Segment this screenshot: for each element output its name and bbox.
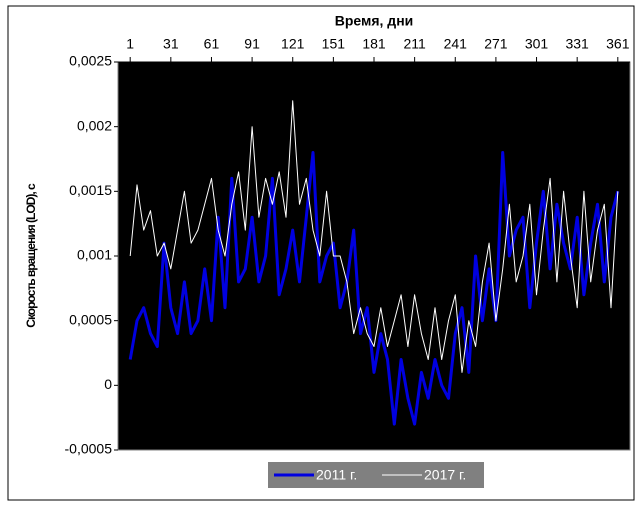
x-tick-label: 91 bbox=[244, 36, 260, 52]
y-tick-label: 0,002 bbox=[77, 117, 112, 133]
y-tick-label: 0,0025 bbox=[69, 53, 112, 69]
plot-area bbox=[117, 61, 631, 451]
x-tick-label: 361 bbox=[606, 36, 630, 52]
y-axis-title: Скорость вращения (LOD), с bbox=[24, 183, 38, 328]
x-tick-label: 181 bbox=[362, 36, 386, 52]
series-line bbox=[128, 151, 620, 426]
y-tick-label: 0,001 bbox=[77, 247, 112, 263]
x-tick-label: 61 bbox=[204, 36, 220, 52]
y-tick-label: 0 bbox=[104, 376, 112, 392]
y-tick-label: 0,0005 bbox=[69, 311, 112, 327]
y-tick-label: -0,0005 bbox=[65, 441, 113, 457]
legend-label: 2011 г. bbox=[316, 467, 357, 483]
x-tick-label: 271 bbox=[484, 36, 508, 52]
y-tick-label: 0,0015 bbox=[69, 182, 112, 198]
legend-label: 2017 г. bbox=[424, 467, 466, 483]
x-tick-label: 331 bbox=[565, 36, 589, 52]
x-tick-label: 151 bbox=[322, 36, 346, 52]
x-tick-label: 241 bbox=[444, 36, 468, 52]
x-axis-title: Время, дни bbox=[335, 13, 414, 29]
series-line bbox=[129, 100, 619, 373]
x-tick-label: 31 bbox=[163, 36, 179, 52]
x-tick-label: 211 bbox=[403, 36, 426, 52]
x-tick-label: 121 bbox=[281, 36, 305, 52]
x-tick-label: 301 bbox=[525, 36, 549, 52]
x-tick-label: 1 bbox=[126, 36, 134, 52]
